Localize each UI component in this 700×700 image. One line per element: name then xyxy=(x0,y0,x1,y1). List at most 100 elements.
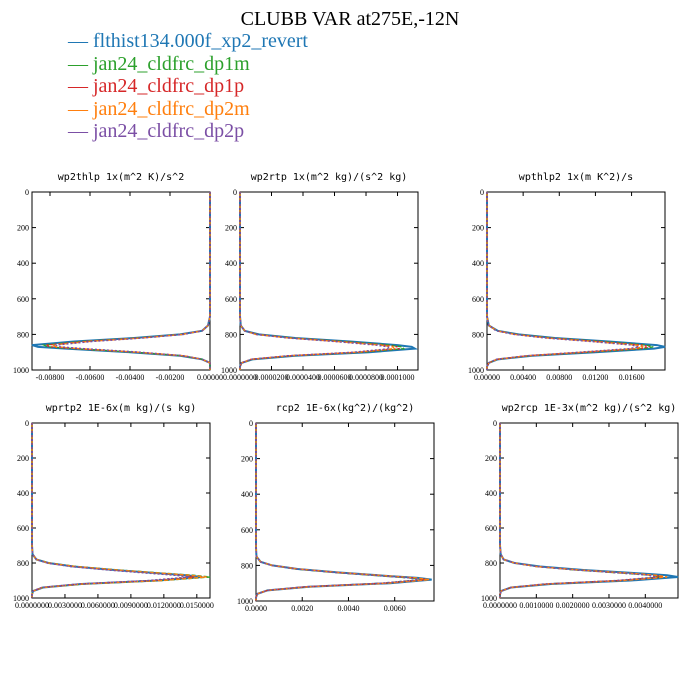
x-tick-label: 0.00000 xyxy=(197,373,223,382)
figure-title: CLUBB VAR at275E,-12N xyxy=(240,8,460,30)
series-line xyxy=(255,423,430,601)
series-line xyxy=(31,423,207,598)
x-tick-label: 0.0090000 xyxy=(114,601,148,610)
y-tick-label: 800 xyxy=(241,561,253,570)
legend-label: flthist134.000f_xp2_revert xyxy=(93,30,308,52)
chart-panel: wprtp2 1E-6x(m kg)/(s kg) 0 200 400 600 800 10… xyxy=(13,403,214,610)
x-tick-label: 0.0000 xyxy=(245,604,267,613)
x-tick-label: 0.00800 xyxy=(546,373,572,382)
y-tick-label: 800 xyxy=(472,330,484,339)
y-tick-label: 800 xyxy=(17,559,29,568)
panel-title: wp2rcp 1E-3x(m^2 kg)/(s^2 kg) xyxy=(502,403,677,414)
x-tick-label: 0.0000800 xyxy=(349,373,383,382)
y-tick-label: 400 xyxy=(17,259,29,268)
x-tick-label: 0.0000000 xyxy=(223,373,257,382)
y-tick-label: 1000 xyxy=(468,366,484,375)
x-tick-label: 0.01600 xyxy=(619,373,645,382)
series-line xyxy=(486,192,666,370)
series-line xyxy=(486,192,650,370)
x-tick-label: 0.0060 xyxy=(384,604,406,613)
legend-entry: — flthist134.000f_xp2_revert xyxy=(68,30,308,53)
y-tick-label: 800 xyxy=(485,559,497,568)
panel-title: wprtp2 1E-6x(m kg)/(s kg) xyxy=(46,403,197,414)
y-tick-label: 200 xyxy=(17,454,29,463)
x-tick-label: 0.0020000 xyxy=(556,601,590,610)
chart-panel: wp2thlp 1x(m^2 K)/s^2 0 200 400 600 800 1000 -0… xyxy=(13,172,223,382)
x-tick-label: -0.00800 xyxy=(36,373,65,382)
plot-frame xyxy=(239,191,419,371)
panel-title: wp2thlp 1x(m^2 K)/s^2 xyxy=(58,172,184,183)
y-tick-label: 800 xyxy=(225,330,237,339)
panel-title: wp2rtp 1x(m^2 kg)/(s^2 kg) xyxy=(251,172,408,183)
series-line xyxy=(255,423,423,601)
legend-label: jan24_cldfrc_dp1m xyxy=(93,52,250,75)
y-tick-label: 600 xyxy=(225,295,237,304)
y-tick-label: 0 xyxy=(249,419,253,428)
series-line xyxy=(255,423,428,601)
y-tick-label: 600 xyxy=(17,524,29,533)
x-tick-label: -0.00400 xyxy=(116,373,145,382)
y-tick-label: 400 xyxy=(17,489,29,498)
y-tick-label: 0 xyxy=(25,188,29,197)
y-tick-label: 600 xyxy=(472,295,484,304)
chart-panel: wp2rcp 1E-3x(m^2 kg)/(s^2 kg) 0 200 400 600 8… xyxy=(481,403,679,610)
series-line xyxy=(31,423,203,598)
y-tick-label: 400 xyxy=(472,259,484,268)
series-line xyxy=(486,192,639,370)
y-tick-label: 200 xyxy=(485,454,497,463)
x-tick-label: -0.00200 xyxy=(156,373,185,382)
legend-entry: — jan24_cldfrc_dp2p xyxy=(68,120,308,143)
series-line xyxy=(255,423,432,601)
y-tick-label: 400 xyxy=(241,490,253,499)
legend-entry: — jan24_cldfrc_dp2m xyxy=(68,98,308,121)
series-line xyxy=(499,423,657,598)
legend-swatch: — xyxy=(68,97,88,120)
chart-panel: wp2rtp 1x(m^2 kg)/(s^2 kg) 0 200 400 600 800 1… xyxy=(221,172,419,382)
x-tick-label: 0.00000 xyxy=(474,373,500,382)
y-tick-label: 1000 xyxy=(481,594,497,603)
series-line xyxy=(239,192,419,370)
x-tick-label: 0.0000000 xyxy=(15,601,49,610)
plot-frame xyxy=(499,422,679,599)
y-tick-label: 0 xyxy=(480,188,484,197)
series-line xyxy=(31,423,211,598)
x-tick-label: 0.00400 xyxy=(510,373,536,382)
series-line xyxy=(499,423,664,598)
x-tick-label: 0.0001000 xyxy=(381,373,415,382)
panel-title: rcp2 1E-6x(kg^2)/(kg^2) xyxy=(276,403,414,414)
y-tick-label: 0 xyxy=(25,419,29,428)
plot-frame xyxy=(31,422,211,599)
x-tick-label: 0.0060000 xyxy=(81,601,115,610)
x-tick-label: 0.0030000 xyxy=(48,601,82,610)
legend-entry: — jan24_cldfrc_dp1m xyxy=(68,53,308,76)
y-tick-label: 600 xyxy=(241,526,253,535)
legend: — flthist134.000f_xp2_revert — jan24_cld… xyxy=(68,30,308,143)
series-line xyxy=(31,423,194,598)
series-line xyxy=(41,192,211,370)
y-tick-label: 1000 xyxy=(13,366,29,375)
x-tick-label: 0.01200 xyxy=(582,373,608,382)
legend-swatch: — xyxy=(68,120,88,142)
x-tick-label: 0.0040 xyxy=(337,604,359,613)
plot-frame xyxy=(255,422,435,602)
x-tick-label: 0.0000400 xyxy=(286,373,320,382)
y-tick-label: 200 xyxy=(225,224,237,233)
chart-panel: rcp2 1E-6x(kg^2)/(kg^2) 0 200 400 600 800 1000… xyxy=(237,403,435,613)
legend-label: jan24_cldfrc_dp1p xyxy=(93,75,245,97)
legend-swatch: — xyxy=(68,30,88,52)
y-tick-label: 600 xyxy=(17,295,29,304)
series-line xyxy=(49,192,211,370)
y-tick-label: 600 xyxy=(485,524,497,533)
series-line xyxy=(499,423,668,598)
x-tick-label: 0.0030000 xyxy=(592,601,626,610)
x-tick-label: 0.0020 xyxy=(291,604,313,613)
series-line xyxy=(499,423,661,598)
x-tick-label: 0.0000600 xyxy=(318,373,352,382)
y-tick-label: 1000 xyxy=(13,594,29,603)
x-tick-label: 0.0000200 xyxy=(255,373,289,382)
x-tick-label: -0.00600 xyxy=(76,373,105,382)
chart-panel: wpthlp2 1x(m K^2)/s020040060080010000.00… xyxy=(468,172,666,382)
legend-swatch: — xyxy=(68,75,88,97)
y-tick-label: 0 xyxy=(493,419,497,428)
